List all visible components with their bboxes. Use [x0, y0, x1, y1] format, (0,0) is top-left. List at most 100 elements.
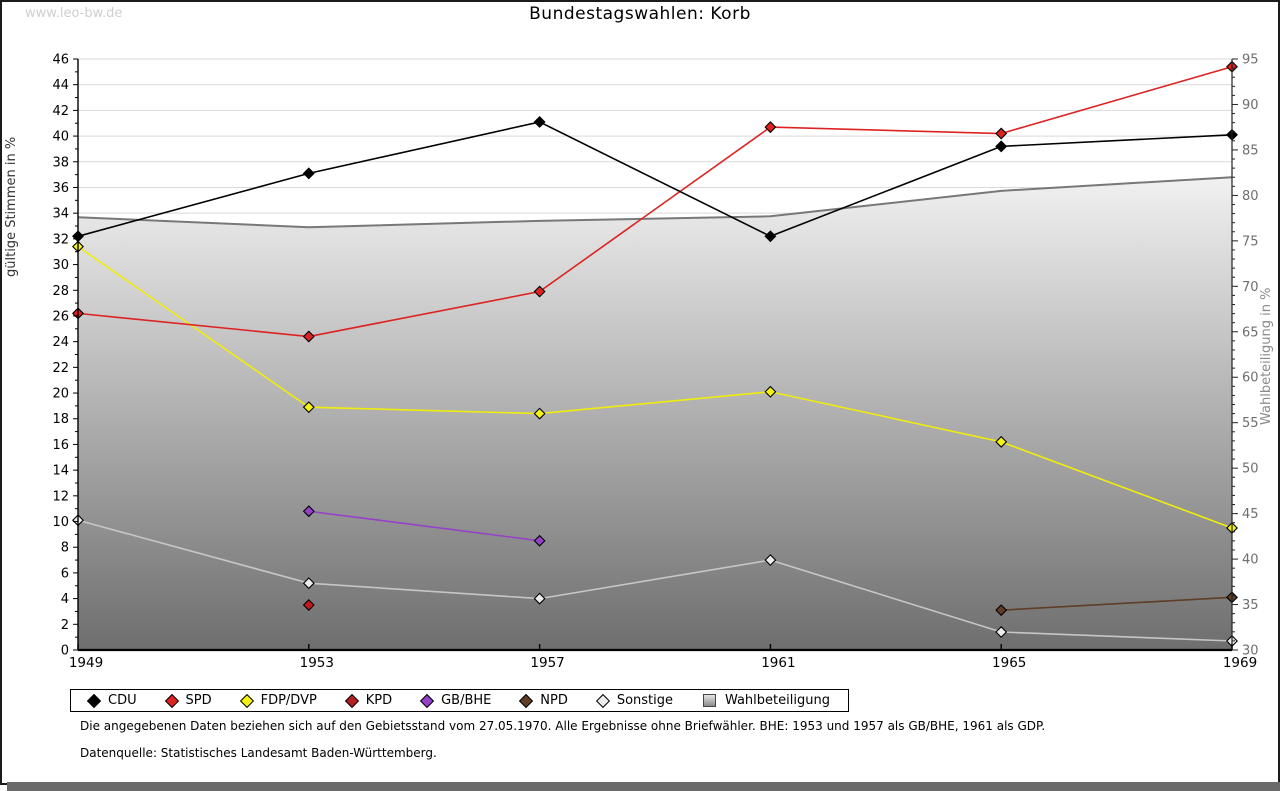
legend-label: CDU	[108, 693, 137, 708]
left-axis-title: gültige Stimmen in %	[4, 137, 19, 277]
series-line-NPD	[1001, 596, 1233, 611]
data-point-FDP/DVP[interactable]	[302, 401, 315, 414]
legend-item-fdp-dvp: FDP/DVP	[239, 693, 317, 708]
x-axis-tick-label: 1965	[992, 655, 1026, 671]
legend-diamond-icon	[420, 693, 435, 708]
legend-label: FDP/DVP	[260, 693, 317, 708]
left-axis-tick-label: 14	[52, 464, 69, 479]
right-axis-tick-label: 90	[1242, 98, 1259, 113]
right-axis-tick-label: 55	[1242, 416, 1259, 431]
left-axis-tick-label: 46	[52, 53, 69, 68]
right-axis-tick-label: 60	[1242, 371, 1259, 386]
left-axis-tick-label: 10	[52, 515, 69, 530]
right-axis-tick-label: 95	[1242, 53, 1259, 68]
turnout-area	[78, 177, 1232, 650]
left-axis-tick-label: 24	[52, 335, 69, 350]
data-point-CDU[interactable]	[533, 115, 546, 128]
legend-diamond-icon	[86, 693, 102, 708]
watermark-link[interactable]: www.leo-bw.de	[25, 6, 123, 21]
right-axis-tick-label: 30	[1242, 644, 1259, 659]
horizontal-scrollbar[interactable]	[7, 782, 1280, 791]
series-line-Sonstige	[77, 519, 1233, 642]
legend-diamond-icon	[344, 693, 359, 708]
right-axis-tick-label: 80	[1242, 189, 1259, 204]
left-axis-tick-label: 28	[52, 284, 69, 299]
x-axis-tick-label: 1953	[300, 655, 334, 671]
left-axis-tick-label: 32	[52, 232, 69, 247]
series-line-SPD	[77, 65, 1233, 338]
right-axis-tick-label: 65	[1242, 325, 1259, 340]
legend-square-icon	[702, 694, 716, 707]
right-axis-title: Wahlbeteiligung in %	[1259, 288, 1274, 425]
left-axis-tick-label: 42	[52, 104, 69, 119]
left-axis-tick-label: 2	[61, 618, 69, 633]
data-point-FDP/DVP[interactable]	[764, 385, 777, 398]
legend-item-wahlbeteiligung: Wahlbeteiligung	[702, 693, 830, 708]
right-axis-tick-label: 35	[1242, 598, 1259, 613]
legend: CDU SPD FDP/DVP KPD GB/BHE NPD Sonstige Wahlbet…	[70, 689, 849, 712]
series-line-wahlbeteiligung	[77, 176, 1233, 229]
left-axis-tick-label: 38	[52, 155, 69, 170]
legend-diamond-icon	[164, 693, 179, 708]
chart-title: Bundestagswahlen: Korb	[529, 4, 751, 24]
data-point-GB/BHE[interactable]	[533, 534, 546, 547]
left-axis-tick-label: 0	[61, 644, 69, 659]
left-axis-tick-label: 22	[52, 361, 69, 376]
left-axis-tick-label: 44	[52, 78, 69, 93]
legend-item-gb-bhe: GB/BHE	[420, 693, 491, 708]
data-point-SPD[interactable]	[533, 285, 546, 298]
left-axis-tick-label: 18	[52, 412, 69, 427]
data-point-SPD[interactable]	[764, 121, 777, 134]
series-line-GB/BHE	[308, 510, 540, 542]
series-line-CDU	[77, 121, 1233, 238]
data-point-SPD[interactable]	[302, 330, 315, 343]
data-point-CDU[interactable]	[302, 167, 315, 180]
right-axis-tick-label: 70	[1242, 280, 1259, 295]
legend-label: KPD	[365, 693, 393, 708]
left-axis-tick-label: 6	[61, 566, 69, 581]
legend-label: SPD	[185, 693, 212, 708]
x-axis-tick-label: 1969	[1223, 655, 1257, 671]
left-axis-tick-label: 30	[52, 258, 69, 273]
left-axis-tick-label: 34	[52, 207, 69, 222]
legend-diamond-icon	[595, 693, 610, 708]
data-point-FDP/DVP[interactable]	[995, 435, 1008, 448]
right-axis-tick-label: 50	[1242, 462, 1259, 477]
data-point-GB/BHE[interactable]	[302, 505, 315, 518]
legend-item-spd: SPD	[164, 693, 212, 708]
legend-label: NPD	[540, 693, 568, 708]
left-axis-tick-label: 40	[52, 130, 69, 145]
left-axis-tick-label: 26	[52, 309, 69, 324]
footnotes: Die angegebenen Daten beziehen sich auf …	[80, 719, 1230, 773]
right-axis-tick-label: 40	[1242, 553, 1259, 568]
data-point-Sonstige[interactable]	[533, 592, 546, 605]
legend-diamond-icon	[239, 693, 254, 708]
legend-item-cdu: CDU	[86, 693, 137, 708]
data-point-Sonstige[interactable]	[302, 577, 315, 590]
footnote-datenquelle: Datenquelle: Statistisches Landesamt Bad…	[80, 746, 437, 760]
x-axis-tick-label: 1961	[761, 655, 795, 671]
data-point-SPD[interactable]	[995, 127, 1008, 140]
left-axis-tick-label: 36	[52, 181, 69, 196]
footnote-gebietsstand: Die angegebenen Daten beziehen sich auf …	[80, 719, 1046, 733]
data-point-CDU[interactable]	[995, 140, 1008, 153]
legend-item-npd: NPD	[519, 693, 568, 708]
x-axis-tick-label: 1949	[69, 655, 103, 671]
data-point-Sonstige[interactable]	[764, 554, 777, 567]
legend-item-sonstige: Sonstige	[595, 693, 673, 708]
data-point-FDP/DVP[interactable]	[533, 407, 546, 420]
left-axis-tick-label: 16	[52, 438, 69, 453]
data-point-Sonstige[interactable]	[995, 626, 1008, 638]
series-line-FDP/DVP	[77, 245, 1233, 529]
data-point-NPD[interactable]	[995, 604, 1008, 617]
left-axis-tick-label: 20	[52, 387, 69, 402]
x-axis-tick-label: 1957	[530, 655, 564, 671]
left-axis-tick-label: 4	[61, 592, 69, 607]
legend-diamond-icon	[519, 693, 534, 708]
left-axis-tick-label: 8	[61, 541, 69, 556]
data-point-KPD[interactable]	[302, 599, 315, 612]
data-point-CDU[interactable]	[764, 230, 777, 243]
right-axis-tick-label: 85	[1242, 143, 1259, 158]
chart-area: 0 2 4 6 8 10 12 14 16 18 20 22 24 26 28 30 32 34 36 38 40 42 4…	[0, 40, 1280, 680]
